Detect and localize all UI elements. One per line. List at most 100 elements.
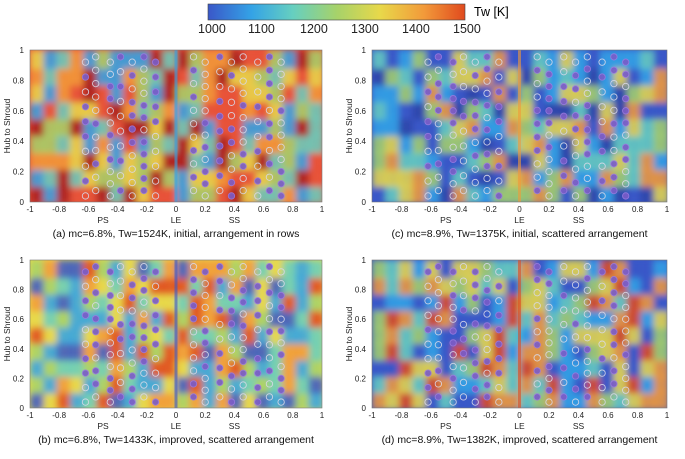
cooling-hole: [227, 125, 236, 133]
colorbar-label: Tw [K]: [474, 5, 509, 19]
cooling-hole: [459, 364, 468, 372]
cooling-hole: [483, 150, 491, 158]
cooling-hole: [81, 88, 90, 96]
cooling-hole: [151, 162, 160, 170]
x-tick-label: 0.8: [287, 205, 299, 214]
cooling-hole: [449, 327, 457, 335]
y-tick-label: 0: [362, 404, 367, 413]
cooling-hole: [545, 58, 553, 66]
cooling-hole: [106, 398, 114, 406]
cooling-hole: [449, 94, 457, 103]
cooling-hole: [277, 180, 285, 188]
cooling-hole: [571, 178, 580, 187]
cooling-hole: [483, 393, 491, 401]
cooling-hole: [254, 369, 262, 377]
cooling-hole: [610, 289, 618, 297]
cooling-hole: [560, 157, 568, 165]
cooling-hole: [583, 357, 592, 366]
cooling-hole: [92, 160, 100, 168]
cooling-hole: [140, 310, 148, 318]
colorbar-tick: 1500: [453, 22, 481, 36]
cooling-hole: [459, 127, 468, 135]
panel-caption: (d) mc=8.9%, Tw=1382K, improved, scatter…: [382, 434, 658, 446]
cooling-hole: [533, 146, 541, 155]
cooling-hole: [610, 393, 618, 401]
cooling-holes: [424, 53, 630, 200]
cooling-hole: [128, 112, 136, 120]
cooling-hole: [449, 58, 457, 66]
cooling-hole: [128, 178, 136, 187]
cooling-hole: [622, 107, 630, 115]
cooling-hole: [92, 93, 100, 101]
cooling-hole: [424, 282, 432, 290]
x-tick-label: 0.6: [258, 411, 270, 420]
cooling-hole: [216, 157, 224, 165]
x-tick-label: 0.4: [229, 205, 241, 214]
y-tick-label: 0.4: [13, 137, 25, 146]
cooling-hole: [471, 178, 479, 187]
cooling-hole: [265, 341, 274, 349]
cooling-hole: [471, 307, 479, 315]
cooling-hole: [227, 98, 236, 106]
cooling-hole: [265, 354, 274, 362]
x-tick-label: -0.4: [111, 411, 125, 420]
cooling-hole: [151, 177, 160, 185]
x-tick-label: -0.6: [424, 411, 438, 420]
region-label: LE: [171, 215, 182, 225]
cooling-hole: [495, 132, 503, 141]
cooling-hole: [140, 357, 148, 366]
cooling-hole: [81, 282, 90, 290]
cooling-hole: [239, 298, 247, 306]
panel-caption: (c) mc=8.9%, Tw=1375K, initial, scattere…: [391, 228, 647, 240]
cooling-hole: [560, 378, 568, 387]
cooling-hole: [545, 268, 553, 276]
cooling-hole: [227, 71, 236, 80]
y-axis-label: Hub to Shroud: [2, 306, 12, 361]
cooling-hole: [239, 126, 247, 134]
cooling-hole: [495, 58, 503, 66]
y-tick-label: 0.8: [355, 286, 367, 295]
cooling-hole: [277, 70, 285, 78]
cooling-hole: [140, 381, 148, 389]
cooling-hole: [151, 297, 160, 305]
cooling-hole: [216, 277, 224, 285]
cooling-hole: [495, 103, 503, 111]
cooling-hole: [116, 53, 125, 61]
cooling-hole: [483, 186, 491, 195]
cooling-hole: [459, 277, 468, 285]
cooling-hole: [571, 85, 580, 93]
cooling-hole: [189, 341, 198, 349]
cooling-hole: [533, 354, 541, 362]
cooling-hole: [116, 277, 125, 285]
cooling-hole: [434, 341, 443, 349]
cooling-hole: [459, 263, 468, 271]
cooling-hole: [434, 79, 443, 88]
cooling-hole: [622, 119, 630, 127]
cooling-hole: [216, 306, 224, 314]
cooling-hole: [277, 192, 285, 200]
cooling-hole: [216, 349, 224, 358]
cooling-hole: [254, 73, 262, 81]
cooling-hole: [533, 380, 541, 388]
cooling-hole: [265, 93, 274, 101]
cooling-hole: [610, 315, 618, 323]
cooling-hole: [495, 268, 503, 276]
cooling-hole: [128, 152, 136, 160]
cooling-hole: [622, 155, 630, 164]
cooling-hole: [216, 186, 224, 195]
cooling-hole: [254, 103, 262, 111]
cooling-hole: [151, 88, 160, 96]
cooling-hole: [201, 374, 209, 383]
cooling-hole: [151, 117, 160, 126]
cooling-hole: [201, 192, 209, 200]
cooling-hole: [598, 297, 606, 305]
cooling-hole: [265, 315, 274, 323]
cooling-hole: [533, 120, 541, 128]
cooling-hole: [483, 345, 491, 354]
cooling-hole: [106, 58, 114, 66]
cooling-hole: [483, 334, 491, 342]
cooling-hole: [610, 106, 618, 114]
cooling-hole: [254, 311, 262, 319]
colorbar-tick: 1000: [198, 22, 226, 36]
cooling-hole: [216, 142, 224, 150]
